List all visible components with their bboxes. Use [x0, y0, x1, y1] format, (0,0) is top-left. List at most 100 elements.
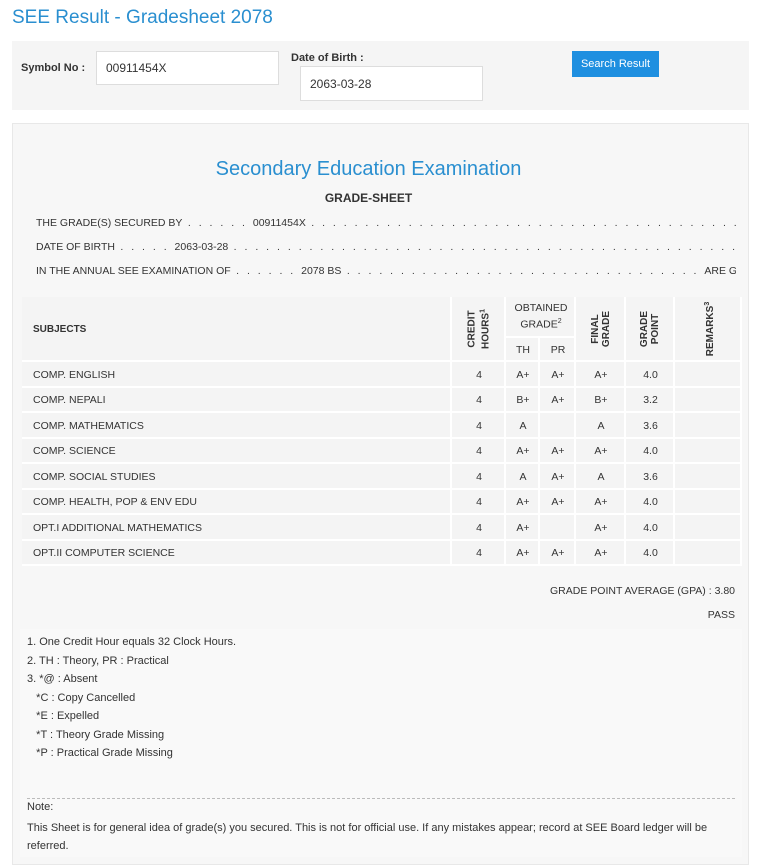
search-panel: Symbol No : 00911454X Date of Birth : 20… [12, 41, 749, 110]
table-cell [540, 387, 576, 413]
grade-cell: 4 [476, 547, 482, 560]
grade-cell: 4.0 [643, 445, 658, 458]
table-cell [675, 297, 742, 362]
table-cell [452, 387, 506, 413]
footnote: 2. TH : Theory, PR : Practical [27, 654, 169, 667]
grade-cell: B+ [516, 394, 530, 407]
grade-cell: 4 [476, 521, 482, 534]
grade-cell: 4 [476, 470, 482, 483]
table-cell [675, 489, 742, 515]
subject: COMP. SCIENCE [33, 445, 116, 458]
header-text: GRADE POINT [639, 310, 661, 348]
table-cell [675, 362, 742, 388]
table-cell [22, 540, 452, 566]
leader: . . . . . . . . . . . . . . . . . . . . … [341, 265, 705, 277]
page-title: SEE Result - Gradesheet 2078 [12, 7, 273, 28]
grade-cell: A+ [516, 368, 530, 381]
table-cell [626, 540, 675, 566]
table-cell [540, 540, 576, 566]
symbol-label: Symbol No : [21, 62, 86, 74]
header-text: FINAL GRADE [590, 310, 612, 348]
info-label: THE GRADE(S) SECURED BY [36, 217, 183, 229]
table-cell [626, 489, 675, 515]
grade-cell: A+ [551, 394, 565, 407]
table-cell [626, 515, 675, 541]
table-cell [576, 489, 626, 515]
table-cell [540, 515, 576, 541]
table-cell [576, 413, 626, 439]
grade-cell: 4.0 [643, 496, 658, 509]
table-cell [506, 489, 540, 515]
header-text: CREDIT HOURS [466, 310, 492, 350]
table-cell [540, 464, 576, 490]
table-cell [540, 413, 576, 439]
symbol-input[interactable]: 00911454X [96, 51, 279, 85]
table-cell [576, 387, 626, 413]
table-cell [506, 515, 540, 541]
table-cell [22, 464, 452, 490]
table-cell [675, 464, 742, 490]
header-note: 2 [557, 318, 562, 325]
table-cell [626, 464, 675, 490]
table-cell [22, 297, 452, 362]
table-cell [576, 297, 626, 362]
subject: COMP. NEPALI [33, 394, 106, 407]
footnote: 1. One Credit Hour equals 32 Clock Hours… [27, 636, 237, 648]
gpa-value: 3.80 [714, 585, 735, 597]
grade-cell: A+ [516, 521, 530, 534]
gpa: GRADE POINT AVERAGE (GPA) : 3.80 [550, 585, 735, 597]
table-cell [576, 362, 626, 388]
table-cell [675, 387, 742, 413]
footnote: *P : Practical Grade Missing [27, 747, 173, 759]
subject: OPT.I ADDITIONAL MATHEMATICS [33, 521, 202, 534]
table-cell [22, 489, 452, 515]
grade-cell: 4 [476, 368, 482, 381]
table-cell [452, 515, 506, 541]
table-cell [506, 438, 540, 464]
table-cell [576, 540, 626, 566]
grade-cell: A+ [594, 368, 608, 381]
grade-cell: 3.6 [643, 419, 658, 432]
info-label: IN THE ANNUAL SEE EXAMINATION OF [36, 265, 231, 277]
footnote: *C : Copy Cancelled [27, 691, 136, 704]
table-cell [506, 540, 540, 566]
table-cell [626, 297, 675, 362]
table-cell [540, 489, 576, 515]
grade-cell: A+ [551, 496, 565, 509]
dob-input[interactable]: 2063-03-28 [300, 66, 483, 101]
footnote: 3. *@ : Absent [27, 673, 98, 685]
note-label: Note: [27, 801, 54, 813]
info-label: DATE OF BIRTH [36, 241, 115, 253]
header-note: 3 [703, 301, 711, 306]
table-cell [452, 413, 506, 439]
table-cell [22, 438, 452, 464]
table-cell [506, 362, 540, 388]
grade-cell: 4 [476, 445, 482, 458]
dob-label: Date of Birth : [291, 52, 364, 64]
info-line: THE GRADE(S) SECURED BY . . . . . . 0091… [36, 217, 736, 229]
sheet-subtitle: GRADE-SHEET [324, 191, 413, 205]
header-text: OBTAINED GRADE [514, 302, 568, 331]
footnote: *T : Theory Grade Missing [27, 728, 165, 741]
gpa-label: GRADE POINT AVERAGE (GPA) : [550, 585, 712, 597]
header-rotated: CREDIT HOURS1 [466, 306, 491, 352]
grade-cell: A+ [594, 496, 608, 509]
grade-cell: 4.0 [643, 521, 658, 534]
table-cell [540, 362, 576, 388]
leader: . . . . . . [230, 265, 302, 277]
grade-cell: 4.0 [643, 368, 658, 381]
table-cell [576, 438, 626, 464]
info-value: 00911454X [252, 217, 306, 229]
table-cell [452, 362, 506, 388]
grade-cell: A+ [594, 445, 608, 458]
footnote: *E : Expelled [27, 710, 100, 722]
grade-cell: 4.0 [643, 547, 658, 560]
table-cell [626, 413, 675, 439]
search-button[interactable]: Search Result [572, 51, 659, 77]
table-cell [22, 515, 452, 541]
table-cell [675, 515, 742, 541]
table-cell [540, 438, 576, 464]
table-cell [576, 464, 626, 490]
table-cell [675, 540, 742, 566]
